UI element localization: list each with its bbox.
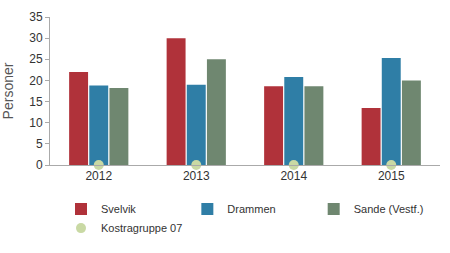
svg-text:2013: 2013 [183, 169, 210, 183]
svg-text:35: 35 [29, 10, 43, 24]
svg-text:20: 20 [29, 74, 43, 88]
svg-text:Kostragruppe 07: Kostragruppe 07 [101, 222, 182, 234]
svg-text:Personer: Personer [0, 62, 16, 119]
svg-text:0: 0 [36, 158, 43, 172]
svg-text:Drammen: Drammen [227, 203, 275, 215]
svg-text:Sande (Vestf.): Sande (Vestf.) [354, 203, 424, 215]
svg-text:5: 5 [36, 137, 43, 151]
svg-text:2014: 2014 [280, 169, 307, 183]
svg-text:Svelvik: Svelvik [101, 203, 136, 215]
svg-text:2015: 2015 [378, 169, 405, 183]
svg-text:15: 15 [29, 95, 43, 109]
svg-text:25: 25 [29, 52, 43, 66]
svg-text:10: 10 [29, 116, 43, 130]
svg-text:2012: 2012 [85, 169, 112, 183]
svg-text:30: 30 [29, 31, 43, 45]
